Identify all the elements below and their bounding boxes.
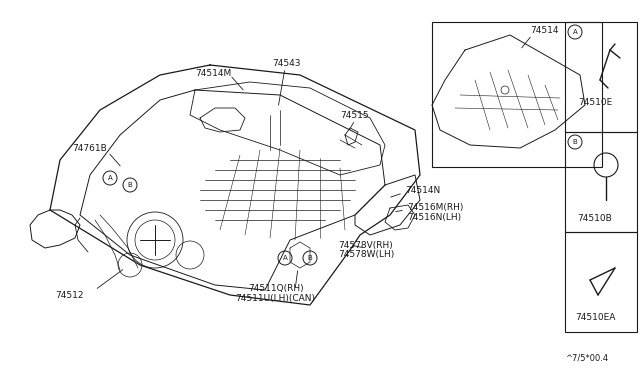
Text: 74543: 74543 <box>272 58 301 67</box>
Text: B: B <box>573 139 577 145</box>
Text: 74512: 74512 <box>55 291 83 299</box>
Text: 74515: 74515 <box>340 110 369 119</box>
Text: A: A <box>283 255 287 261</box>
Text: 74516N(LH): 74516N(LH) <box>407 212 461 221</box>
Bar <box>432 22 602 167</box>
Bar <box>565 22 637 132</box>
Bar <box>565 232 637 332</box>
Text: 74510EA: 74510EA <box>575 314 615 323</box>
Text: 74514N: 74514N <box>405 186 440 195</box>
Text: 74516M(RH): 74516M(RH) <box>407 202 463 212</box>
Text: 74510B: 74510B <box>578 214 612 222</box>
Text: 74578W(LH): 74578W(LH) <box>338 250 394 260</box>
Text: B: B <box>127 182 132 188</box>
Text: ^7/5*00.4: ^7/5*00.4 <box>565 353 608 362</box>
Text: 74510E: 74510E <box>578 97 612 106</box>
Text: B: B <box>308 255 312 261</box>
Text: 74514M: 74514M <box>195 68 231 77</box>
Text: 74514: 74514 <box>530 26 559 35</box>
Text: 74511Q(RH): 74511Q(RH) <box>248 283 303 292</box>
Bar <box>565 132 637 232</box>
Text: 74511U(LH)(CAN): 74511U(LH)(CAN) <box>235 294 315 302</box>
Text: A: A <box>108 175 113 181</box>
Text: 74761B: 74761B <box>72 144 107 153</box>
Text: 74578V(RH): 74578V(RH) <box>338 241 393 250</box>
Text: A: A <box>573 29 577 35</box>
